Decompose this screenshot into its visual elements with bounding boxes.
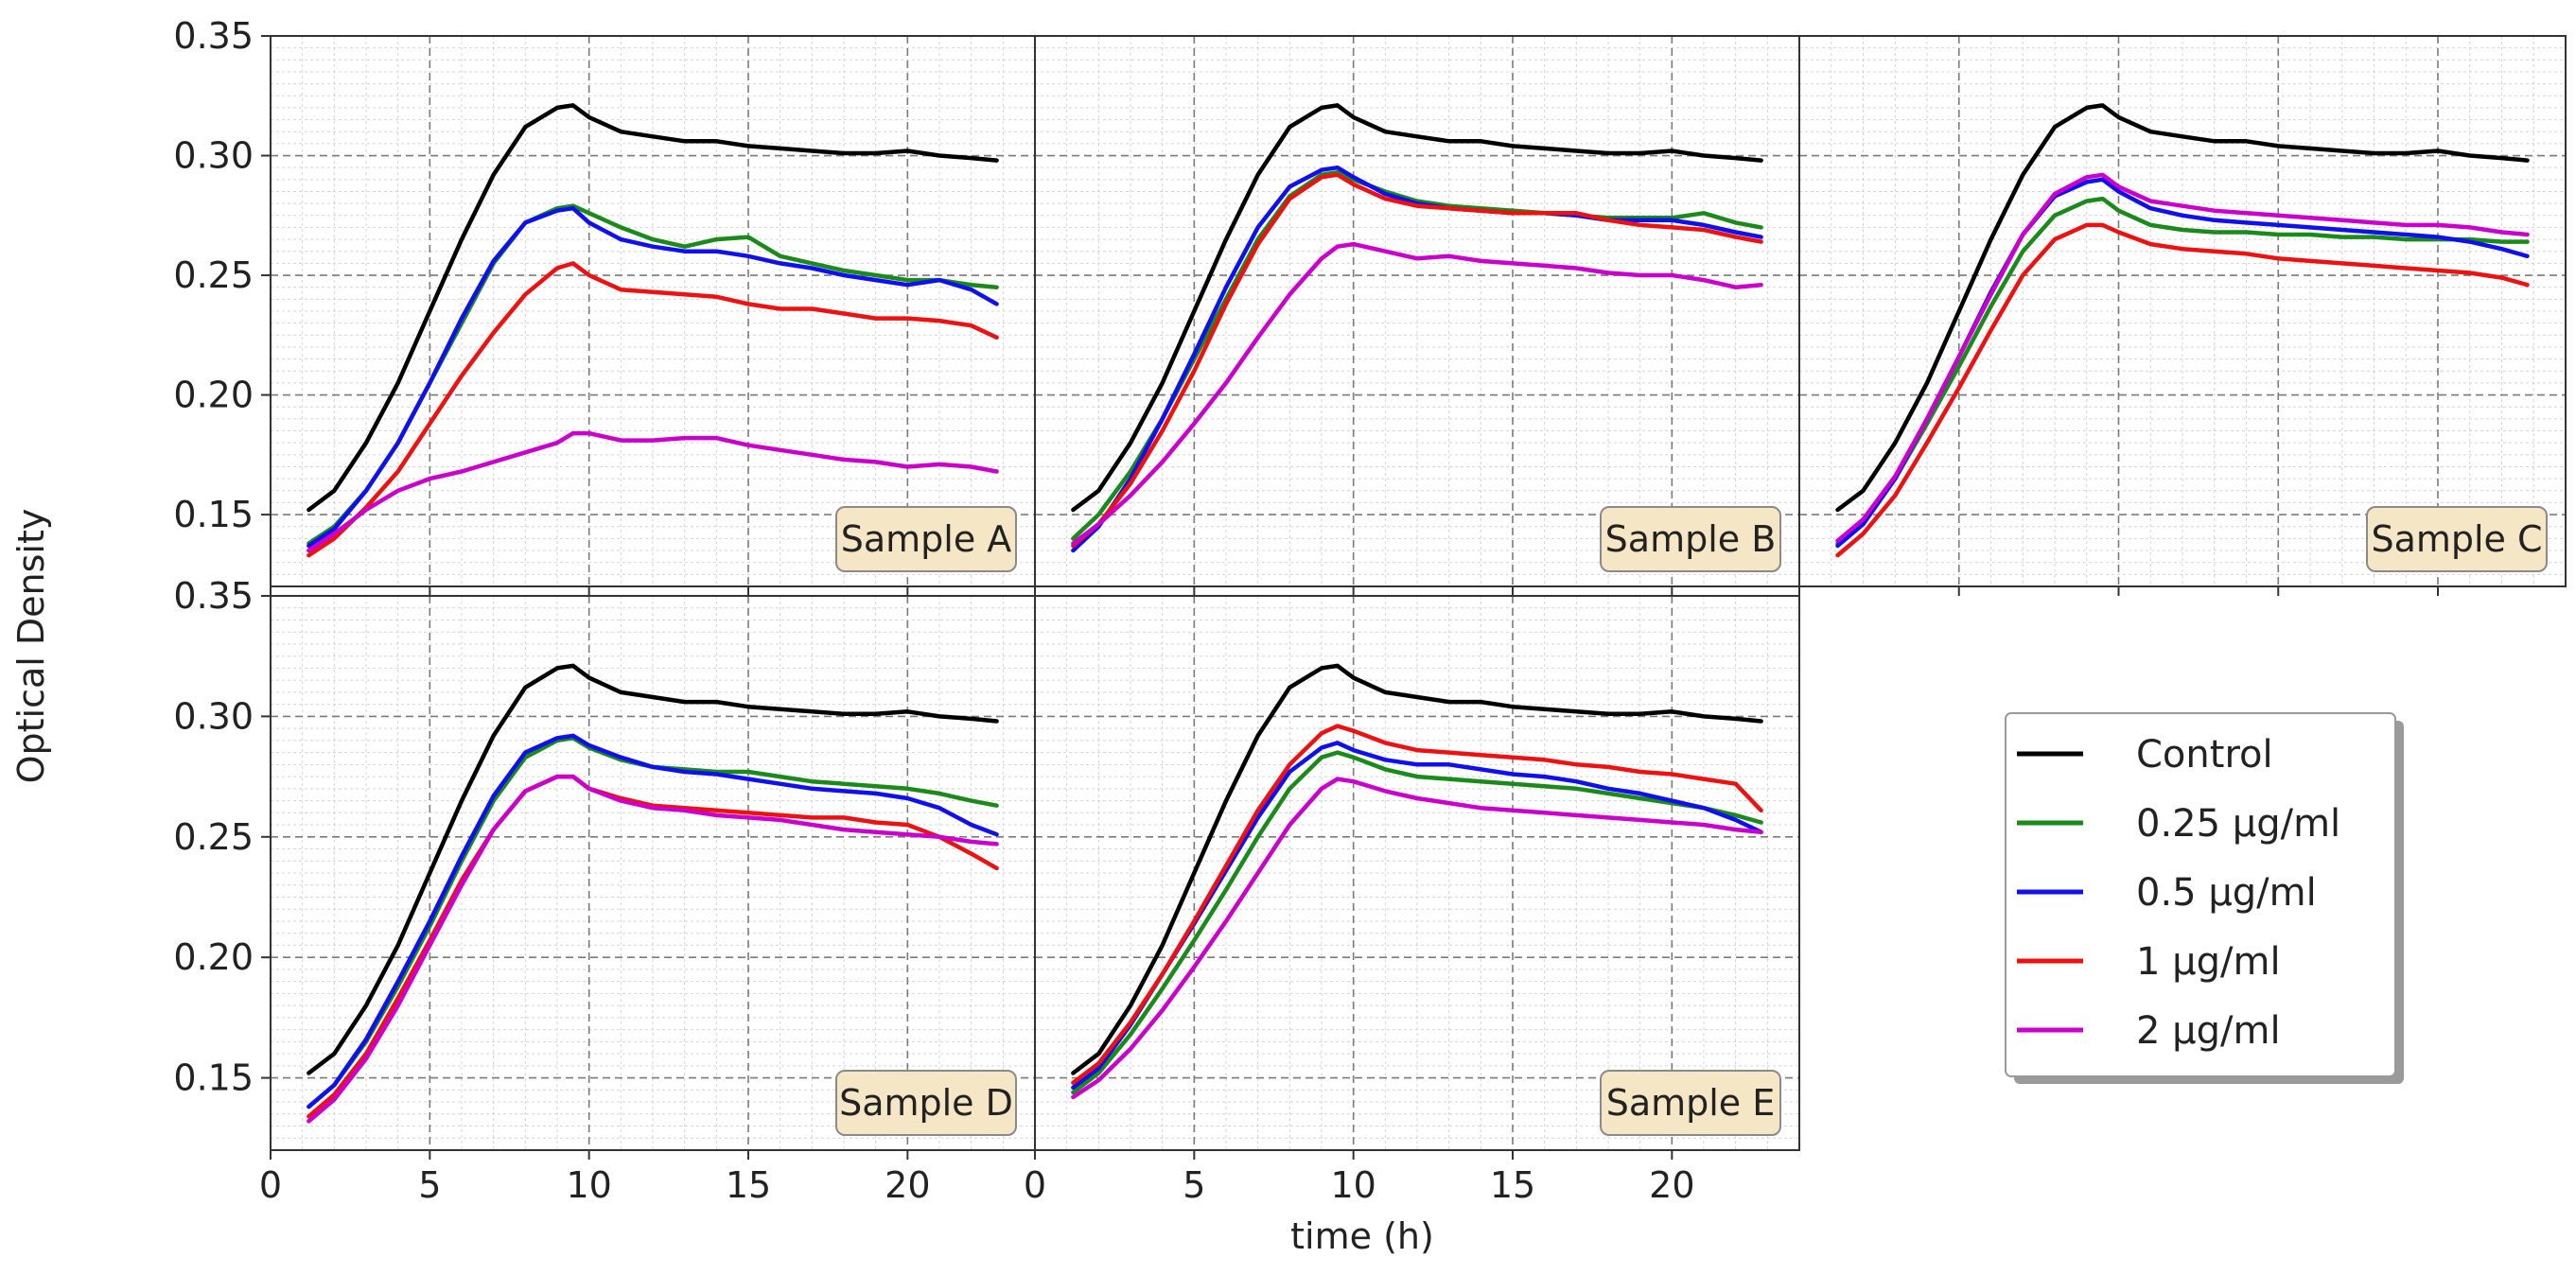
sample-label-box xyxy=(835,1070,1017,1136)
legend-entry: 0.25 µg/ml xyxy=(2017,802,2340,846)
series-line-1-g-ml xyxy=(1071,172,1763,549)
series-line-1-g-ml xyxy=(307,774,999,1119)
y-tick-label: 0.15 xyxy=(173,1057,254,1099)
series-line-1-g-ml xyxy=(1835,222,2530,558)
legend-box xyxy=(2005,712,2396,1077)
series-line-2-g-ml xyxy=(307,774,999,1124)
y-tick-label: 0.20 xyxy=(173,375,254,416)
panel-4: 0.15 0.20 0.25 0.30 0.35 0 5 10 15 20 Sample D xyxy=(173,575,1036,1206)
legend-entries: Control 0.25 µg/ml 0.5 µg/ml 1 µg/ml 2 µg/ml xyxy=(2017,733,2340,1053)
series-line-control xyxy=(1071,103,1763,513)
legend-label: 0.25 µg/ml xyxy=(2136,802,2340,846)
x-tick-label: 5 xyxy=(1183,1164,1205,1206)
panel-5: 0 5 10 15 20 Sample E xyxy=(1024,595,1800,1206)
series-line-control xyxy=(1071,663,1763,1075)
series-line-1-g-ml xyxy=(1071,724,1763,1085)
sample-label: Sample D xyxy=(839,1082,1013,1124)
x-tick-label: 10 xyxy=(1330,1164,1376,1206)
x-tick-label: 0 xyxy=(259,1164,282,1206)
y-tick-label: 0.20 xyxy=(173,936,254,978)
sample-label: Sample A xyxy=(841,518,1012,560)
x-tick-label: 20 xyxy=(1649,1164,1694,1206)
panel-2: Sample B xyxy=(1034,35,1800,596)
series-line-0-25-g-ml xyxy=(1835,196,2530,546)
sample-label: Sample B xyxy=(1605,518,1777,560)
series-line-2-g-ml xyxy=(307,430,999,553)
series-line-0-5-g-ml xyxy=(307,205,999,549)
legend-entry: 2 µg/ml xyxy=(2017,1009,2281,1053)
x-tick-label: 10 xyxy=(566,1164,611,1206)
sample-label-box xyxy=(835,506,1017,572)
legend-label: Control xyxy=(2136,733,2273,777)
series-line-control xyxy=(307,103,999,513)
panel-frame xyxy=(1798,35,2567,587)
y-tick-label: 0.35 xyxy=(173,15,254,57)
series-line-0-5-g-ml xyxy=(1071,165,1763,553)
legend-label: 0.5 µg/ml xyxy=(2136,871,2317,915)
series-line-control xyxy=(307,663,999,1075)
y-tick-label: 0.30 xyxy=(173,135,254,177)
sample-label: Sample C xyxy=(2371,518,2542,560)
panel-3: Sample C xyxy=(1798,35,2567,596)
series-line-2-g-ml xyxy=(1071,241,1763,546)
x-tick-label: 5 xyxy=(418,1164,441,1206)
series-line-0-25-g-ml xyxy=(1071,750,1763,1095)
legend-label: 2 µg/ml xyxy=(2136,1009,2281,1053)
sample-label-box xyxy=(1600,1070,1781,1136)
series-line-0-5-g-ml xyxy=(307,733,999,1109)
y-tick-label: 0.25 xyxy=(173,816,254,858)
x-tick-label: 15 xyxy=(726,1164,771,1206)
x-tick-label: 15 xyxy=(1490,1164,1535,1206)
x-tick-label: 20 xyxy=(885,1164,930,1206)
sample-label: Sample E xyxy=(1606,1082,1776,1124)
x-tick-label: 0 xyxy=(1024,1164,1046,1206)
legend-label: 1 µg/ml xyxy=(2136,940,2281,984)
panel-1: 0.15 0.20 0.25 0.30 0.35 Sample A xyxy=(173,15,1036,596)
series-line-2-g-ml xyxy=(1071,777,1763,1100)
y-tick-label: 0.25 xyxy=(173,254,254,296)
legend: Control 0.25 µg/ml 0.5 µg/ml 1 µg/ml 2 µg/ml xyxy=(2005,712,2404,1084)
sample-label-box xyxy=(2366,506,2548,572)
x-axis-label: time (h) xyxy=(1290,1215,1434,1257)
legend-entry: 1 µg/ml xyxy=(2017,940,2281,984)
legend-entry: 0.5 µg/ml xyxy=(2017,871,2317,915)
series-line-1-g-ml xyxy=(307,261,999,558)
sample-label-box xyxy=(1600,506,1781,572)
y-tick-label: 0.15 xyxy=(173,494,254,535)
series-line-control xyxy=(1835,103,2530,513)
series-line-2-g-ml xyxy=(1835,172,2530,544)
legend-entry: Control xyxy=(2017,733,2273,777)
y-axis-label: Optical Density xyxy=(10,509,52,784)
y-tick-label: 0.30 xyxy=(173,695,254,737)
panel-frame xyxy=(1034,595,1800,1151)
panels-layer: 0.15 0.20 0.25 0.30 0.35 Sample A Sample B Samp… xyxy=(173,15,2567,1206)
y-tick-label: 0.35 xyxy=(173,575,254,617)
